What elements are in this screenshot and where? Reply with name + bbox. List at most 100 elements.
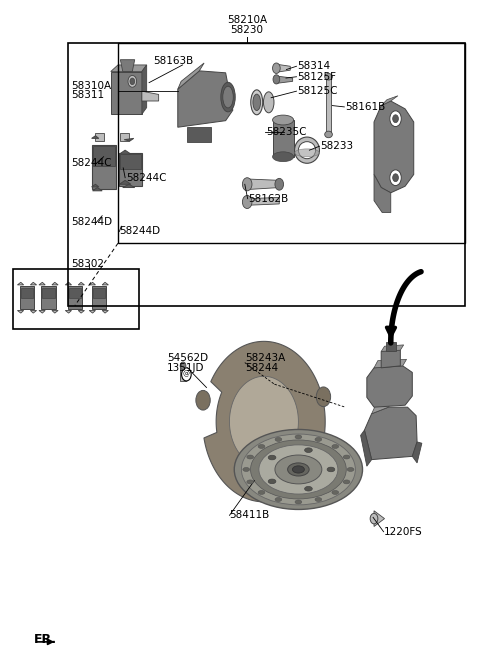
Circle shape xyxy=(273,75,280,84)
Circle shape xyxy=(393,115,398,123)
Text: 58411B: 58411B xyxy=(229,510,270,520)
Circle shape xyxy=(280,471,295,491)
Polygon shape xyxy=(142,91,158,101)
Ellipse shape xyxy=(251,90,263,115)
Text: 58125F: 58125F xyxy=(298,72,336,81)
Text: 58163B: 58163B xyxy=(153,56,193,66)
Ellipse shape xyxy=(259,445,338,494)
Polygon shape xyxy=(78,311,84,313)
Ellipse shape xyxy=(343,480,350,484)
Text: 58162B: 58162B xyxy=(249,194,289,204)
Ellipse shape xyxy=(295,137,320,164)
Polygon shape xyxy=(92,184,99,187)
Polygon shape xyxy=(248,179,279,189)
Polygon shape xyxy=(142,65,147,114)
Circle shape xyxy=(393,173,398,181)
Polygon shape xyxy=(178,71,233,127)
Ellipse shape xyxy=(273,115,294,125)
Ellipse shape xyxy=(315,438,322,442)
Ellipse shape xyxy=(234,430,362,509)
Text: 58302: 58302 xyxy=(72,260,105,269)
Text: @: @ xyxy=(183,371,190,378)
Polygon shape xyxy=(364,407,417,460)
Polygon shape xyxy=(96,133,104,141)
Polygon shape xyxy=(20,286,34,309)
Ellipse shape xyxy=(258,445,265,449)
Polygon shape xyxy=(120,180,131,184)
Circle shape xyxy=(181,368,191,381)
Polygon shape xyxy=(17,283,24,285)
Ellipse shape xyxy=(223,86,233,108)
Polygon shape xyxy=(42,288,55,298)
Polygon shape xyxy=(93,147,115,166)
Polygon shape xyxy=(204,342,325,502)
Polygon shape xyxy=(30,311,36,313)
Polygon shape xyxy=(180,368,186,381)
Polygon shape xyxy=(69,288,81,298)
Ellipse shape xyxy=(275,497,282,501)
Ellipse shape xyxy=(324,74,332,80)
Ellipse shape xyxy=(332,491,338,495)
Ellipse shape xyxy=(347,468,354,472)
Polygon shape xyxy=(93,187,102,191)
Polygon shape xyxy=(178,63,204,89)
Polygon shape xyxy=(102,311,108,313)
Ellipse shape xyxy=(268,455,276,460)
Ellipse shape xyxy=(258,491,265,495)
Polygon shape xyxy=(21,288,33,298)
Polygon shape xyxy=(381,96,398,106)
Text: 58244C: 58244C xyxy=(72,158,112,168)
Text: 58311: 58311 xyxy=(72,90,105,100)
Polygon shape xyxy=(248,197,279,205)
Ellipse shape xyxy=(295,149,320,157)
Text: 58235C: 58235C xyxy=(266,127,307,137)
Ellipse shape xyxy=(305,448,312,453)
Text: 58244D: 58244D xyxy=(120,227,160,237)
Ellipse shape xyxy=(273,152,294,162)
Circle shape xyxy=(316,387,331,407)
Text: 58210A: 58210A xyxy=(227,15,267,26)
Ellipse shape xyxy=(288,463,309,476)
Ellipse shape xyxy=(221,82,235,112)
Ellipse shape xyxy=(247,480,253,484)
Polygon shape xyxy=(39,311,45,313)
Bar xyxy=(68,43,465,306)
Text: 58310A: 58310A xyxy=(72,81,112,91)
Polygon shape xyxy=(381,345,404,351)
Polygon shape xyxy=(78,283,84,285)
Ellipse shape xyxy=(324,131,332,138)
Text: 58244: 58244 xyxy=(245,363,278,373)
Ellipse shape xyxy=(327,467,335,472)
Ellipse shape xyxy=(275,438,282,442)
Text: 1220FS: 1220FS xyxy=(384,527,422,537)
Polygon shape xyxy=(325,78,331,133)
Polygon shape xyxy=(360,430,372,466)
Polygon shape xyxy=(92,286,106,309)
Polygon shape xyxy=(229,376,299,467)
Circle shape xyxy=(275,178,284,190)
Circle shape xyxy=(242,177,252,191)
Text: 1351JD: 1351JD xyxy=(167,363,205,373)
Polygon shape xyxy=(273,120,294,157)
Ellipse shape xyxy=(253,94,261,110)
Text: 58244C: 58244C xyxy=(126,173,167,183)
Ellipse shape xyxy=(243,468,250,472)
Ellipse shape xyxy=(247,455,253,459)
Polygon shape xyxy=(111,65,147,72)
Polygon shape xyxy=(372,401,393,414)
Text: 58233: 58233 xyxy=(321,141,354,151)
Polygon shape xyxy=(374,101,414,193)
Ellipse shape xyxy=(295,435,302,439)
Polygon shape xyxy=(187,127,211,142)
Polygon shape xyxy=(39,283,45,285)
Polygon shape xyxy=(41,286,56,309)
Text: 58230: 58230 xyxy=(231,25,264,35)
Polygon shape xyxy=(123,184,135,187)
Ellipse shape xyxy=(332,445,338,449)
Circle shape xyxy=(130,78,135,85)
Polygon shape xyxy=(52,311,58,313)
Polygon shape xyxy=(65,283,72,285)
Polygon shape xyxy=(412,442,422,463)
Text: FR.: FR. xyxy=(34,633,57,646)
Circle shape xyxy=(242,195,252,208)
